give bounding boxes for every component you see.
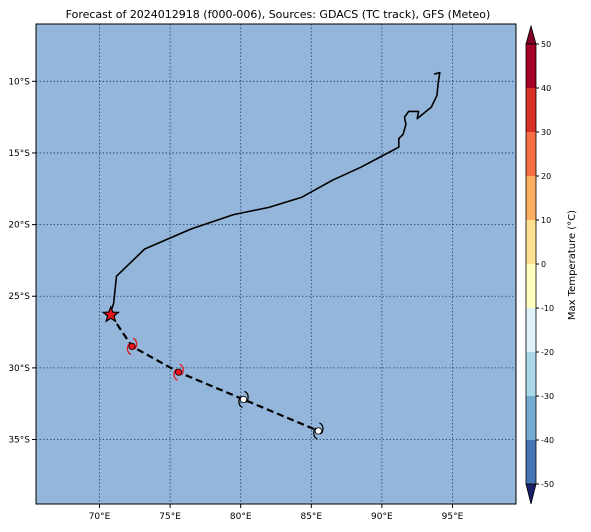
colorbar-tick-label: 40 [541,84,551,93]
cyclone-symbol-icon [126,337,138,355]
colorbar-segment [526,88,536,132]
colorbar-label: Max Temperature (°C) [567,210,578,320]
colorbar-segment [526,44,536,88]
colorbar-segment [526,352,536,396]
colorbar-segment [526,308,536,352]
colorbar-tick-label: -10 [541,304,554,313]
colorbar-tick-label: 30 [541,128,551,137]
colorbar-extend-min [525,483,537,505]
y-tick-label: 10°S [8,77,30,87]
map-frame [35,23,517,505]
colorbar-tick-label: 50 [541,40,551,49]
x-tick-label: 85°E [300,512,322,522]
coastline-layer [108,71,441,317]
graticule-grid [36,24,516,504]
coastline [108,71,441,317]
colorbar-segment [526,132,536,176]
colorbar-tick-label: 0 [541,260,546,269]
colorbar-tick-label: -20 [541,348,554,357]
map-ocean-background [36,24,516,504]
colorbar-segment [526,176,536,220]
x-tick-label: 80°E [230,512,252,522]
x-tick-label: 95°E [442,512,464,522]
x-axis-ticks: 70°E 75°E 80°E 85°E 90°E 95°E [89,504,464,522]
colorbar-extend-max [525,24,537,45]
current-position-star-icon [101,305,120,323]
y-tick-label: 15°S [8,149,30,159]
colorbar-tick-label: -50 [541,480,554,489]
y-axis-ticks: 10°S 15°S 20°S 25°S 30°S 35°S [8,77,36,446]
colorbar-segment [526,264,536,308]
figure-title: Forecast of 2024012918 (f000-006), Sourc… [66,8,491,21]
cyclone-symbol-icon [238,390,249,409]
colorbar-segment [526,220,536,264]
cyclone-symbol-icon [173,363,184,381]
colorbar-tick-label: 10 [541,216,551,225]
track-markers-layer [101,305,324,440]
colorbar-segment [526,440,536,484]
colorbar-tick-label: -40 [541,436,554,445]
x-tick-label: 70°E [89,512,111,522]
colorbar-tick-label: 20 [541,172,551,181]
y-tick-label: 25°S [8,292,30,302]
colorbar-tick-label: -30 [541,392,554,401]
cyclone-symbol-icon [313,422,324,440]
x-tick-label: 90°E [371,512,393,522]
y-tick-label: 20°S [8,221,30,231]
y-tick-label: 30°S [8,364,30,374]
colorbar-segment [526,396,536,440]
x-tick-label: 75°E [159,512,181,522]
y-tick-label: 35°S [8,436,30,446]
colorbar: 50 40 30 20 10 0 -10 -20 -30 -40 -50 [525,24,554,505]
